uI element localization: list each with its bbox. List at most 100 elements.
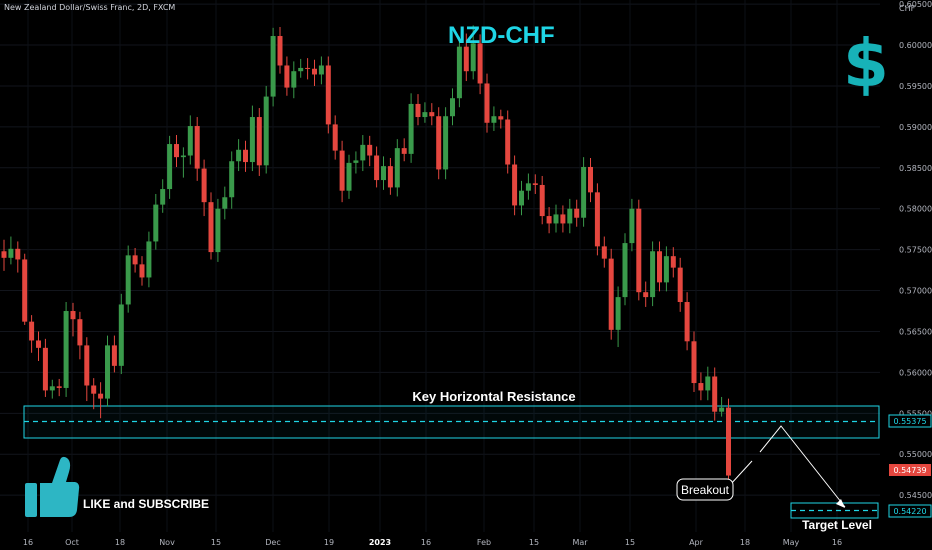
- candle-body: [629, 208, 635, 244]
- candle-body: [201, 168, 207, 203]
- candle: [408, 93, 414, 163]
- candle-body: [726, 407, 731, 476]
- x-tick-label: 16: [832, 538, 842, 547]
- chart-header: New Zealand Dollar/Swiss Franc, 2D, FXCM: [4, 3, 176, 12]
- candle-body: [539, 184, 545, 217]
- candle-body: [698, 383, 704, 391]
- candle: [346, 154, 352, 199]
- x-tick-label: Feb: [477, 538, 491, 547]
- candle: [194, 117, 200, 181]
- candle-body: [505, 119, 511, 165]
- candle-body: [463, 46, 469, 72]
- x-tick-label: 18: [740, 538, 750, 547]
- y-tick-label: 0.58000: [899, 205, 932, 214]
- projection-arrowhead: [836, 499, 845, 508]
- price-tag-current-text: 0.54739: [893, 466, 926, 475]
- y-tick-label: 0.54500: [899, 491, 932, 500]
- candle: [305, 58, 311, 80]
- candle: [298, 58, 304, 78]
- candle-body: [312, 68, 317, 75]
- price-tag-target: 0.54220: [888, 504, 932, 518]
- candle: [663, 246, 669, 292]
- candle-body: [180, 155, 186, 158]
- candle: [498, 109, 504, 129]
- y-tick-label: 0.58500: [899, 164, 932, 173]
- candle: [581, 157, 587, 227]
- candle: [167, 135, 173, 199]
- candle: [146, 231, 152, 288]
- candle: [594, 183, 600, 256]
- candle-body: [677, 267, 683, 303]
- candle: [636, 199, 642, 301]
- candle-body: [546, 216, 552, 224]
- candle-body: [553, 214, 559, 224]
- candle-body: [29, 321, 35, 341]
- candle-body: [305, 67, 311, 69]
- candle-body: [705, 376, 711, 391]
- y-tick-label: 0.55000: [899, 450, 932, 459]
- svg-text:$: $: [843, 25, 889, 102]
- candles-layer: [1, 25, 731, 481]
- candle-body: [111, 345, 117, 366]
- candle-body: [332, 124, 338, 151]
- candle: [539, 175, 545, 225]
- target-label: Target Level: [802, 518, 872, 532]
- candle: [657, 241, 662, 292]
- candle: [1, 239, 7, 271]
- candle-body: [167, 144, 173, 190]
- candle: [691, 331, 697, 393]
- candle: [491, 106, 497, 131]
- candle-body: [498, 116, 504, 120]
- candle: [360, 135, 366, 172]
- candle: [677, 257, 683, 312]
- candle-body: [42, 347, 48, 391]
- candle: [567, 198, 573, 234]
- y-tick-label: 0.56500: [899, 327, 932, 336]
- candle: [684, 292, 690, 351]
- price-tag-resistance-text: 0.55375: [893, 417, 926, 426]
- y-axis: 0.60500 0.60000 0.59500 0.59000 0.58500 0.580…: [899, 0, 932, 500]
- candle: [42, 338, 48, 397]
- candle: [332, 115, 338, 160]
- candle-body: [456, 46, 462, 99]
- candle-body: [360, 144, 366, 161]
- x-tick-label: 18: [115, 538, 125, 547]
- candle-body: [484, 83, 490, 123]
- candle-body: [415, 103, 421, 118]
- candle: [98, 382, 104, 419]
- candle-body: [691, 341, 697, 384]
- candle-body: [84, 345, 90, 386]
- candle-body: [118, 304, 124, 366]
- candle: [415, 94, 421, 126]
- y-tick-label: 0.59000: [899, 123, 932, 132]
- candle-body: [318, 65, 324, 75]
- candle: [187, 115, 193, 165]
- candle: [374, 146, 380, 188]
- candle-body: [422, 112, 428, 118]
- candle-body: [298, 67, 304, 72]
- candle-body: [63, 311, 69, 388]
- candle: [249, 105, 255, 172]
- candle: [443, 107, 449, 180]
- x-tick-label: 16: [23, 538, 33, 547]
- candle: [77, 311, 83, 360]
- candle: [36, 331, 41, 361]
- candle: [63, 302, 69, 397]
- candle-body: [429, 112, 435, 117]
- y-tick-label: 0.59500: [899, 82, 932, 91]
- candle: [387, 157, 393, 195]
- candle: [8, 236, 14, 265]
- candle: [456, 36, 462, 108]
- candle-body: [657, 251, 662, 283]
- candle-body: [684, 302, 690, 342]
- candle-body: [643, 292, 649, 298]
- candle-body: [208, 202, 214, 253]
- candle: [705, 366, 711, 401]
- candle-body: [346, 162, 352, 191]
- candle: [553, 204, 559, 233]
- candle-body: [1, 251, 7, 258]
- candle-body: [325, 65, 331, 125]
- candle: [650, 241, 656, 307]
- candle-body: [367, 144, 373, 156]
- candle: [222, 186, 228, 220]
